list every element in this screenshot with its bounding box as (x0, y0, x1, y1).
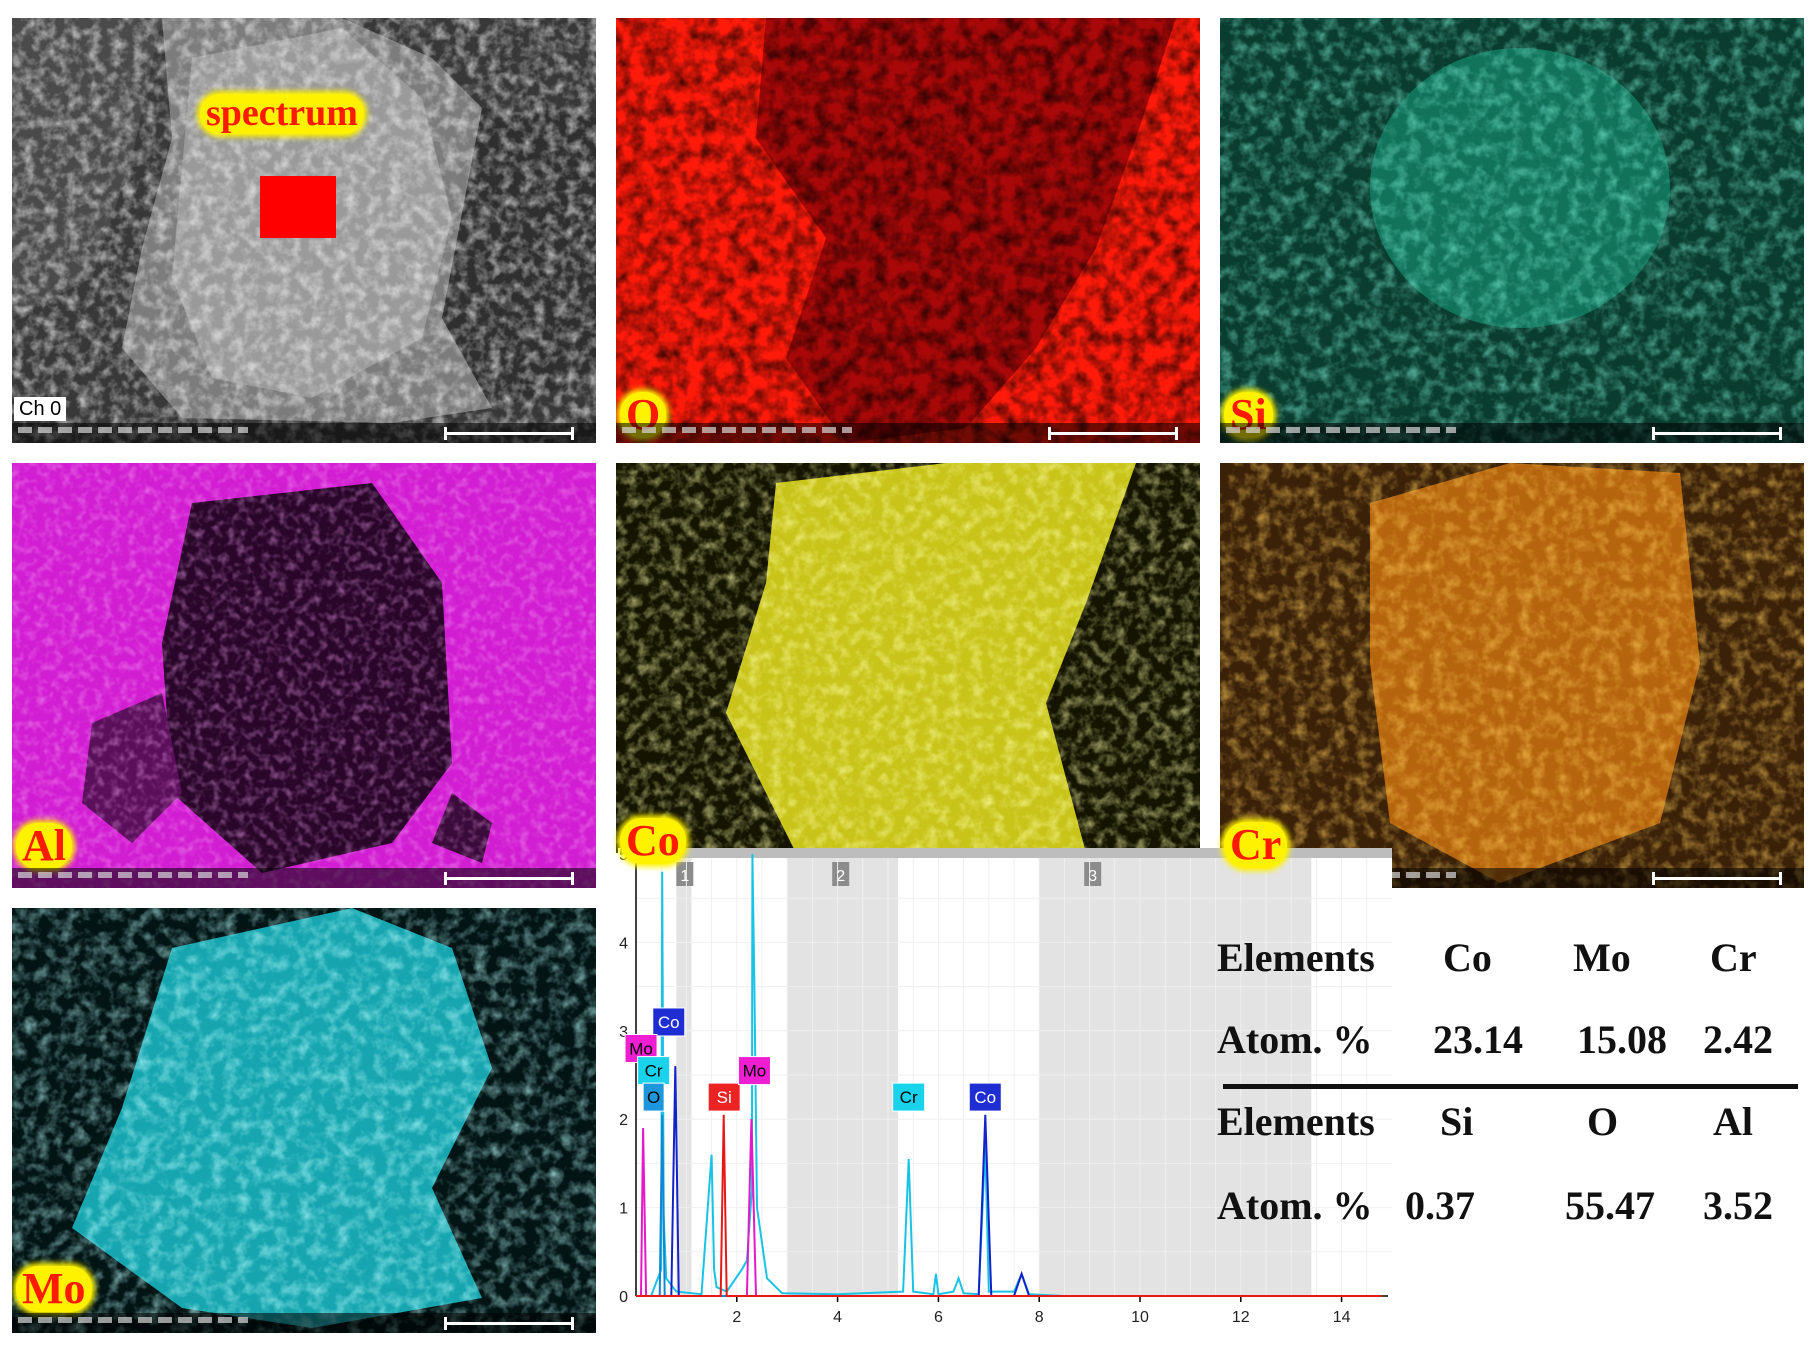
peak-label-box (737, 1056, 771, 1086)
table-cell: Cr (1710, 935, 1757, 980)
spectrum-header-strip (660, 848, 1392, 858)
y-tick-label: 0 (619, 1289, 628, 1306)
x-tick-label: 8 (1035, 1309, 1044, 1326)
peak-label-box (652, 1007, 686, 1037)
table-cell: Si (1440, 1099, 1474, 1144)
shaded-region (787, 858, 899, 1296)
composition-table: Elements Co Mo Cr Atom. % 23.14 15.08 2.… (1215, 920, 1800, 1250)
region-marker-label: 1 (680, 868, 689, 885)
channel-tag: Ch 0 (14, 397, 67, 421)
image-footer (12, 868, 596, 888)
oxygen-map (616, 18, 1200, 443)
image-footer (12, 423, 596, 443)
y-tick-label: 4 (619, 935, 628, 952)
x-tick-label: 14 (1333, 1309, 1351, 1326)
region-marker (1084, 862, 1102, 886)
table-header-label: Elements (1217, 1099, 1375, 1144)
y-tick-label: 5 (619, 848, 628, 864)
series-line-co (636, 1066, 1382, 1297)
peak-label-box (707, 1082, 741, 1112)
table-divider (1223, 1084, 1798, 1089)
aluminum-label: Al (16, 822, 72, 870)
table-header-label: Atom. % (1217, 1017, 1373, 1062)
aluminum-map-panel: Al (12, 463, 596, 888)
silicon-map-panel: Si (1220, 18, 1804, 443)
silicon-map (1220, 18, 1804, 443)
peak-label-box (642, 1082, 665, 1112)
scale-bar (1048, 427, 1178, 440)
table-header-label: Atom. % (1217, 1183, 1373, 1228)
footer-meta (1226, 427, 1456, 433)
x-tick-label: 12 (1232, 1309, 1250, 1326)
region-marker (676, 862, 694, 886)
table-cell: 2.42 (1703, 1017, 1773, 1062)
molybdenum-label: Mo (16, 1265, 92, 1313)
cobalt-map-panel (616, 463, 1200, 853)
table-cell: Mo (1573, 935, 1631, 980)
footer-meta (18, 427, 248, 433)
chromium-map-panel (1220, 463, 1804, 888)
footer-meta (18, 872, 248, 878)
peak-label: O (647, 1088, 660, 1107)
image-footer (1220, 423, 1804, 443)
scale-bar (444, 1317, 574, 1330)
oxygen-map-panel: O (616, 18, 1200, 443)
chromium-label: Cr (1224, 821, 1288, 869)
molybdenum-map (12, 908, 596, 1333)
scale-bar (444, 427, 574, 440)
peak-label: Si (717, 1088, 732, 1107)
table-cell: Al (1713, 1099, 1753, 1144)
cobalt-label: Co (620, 817, 686, 865)
table-cell: 3.52 (1703, 1183, 1773, 1228)
x-tick-label: 2 (732, 1309, 741, 1326)
series-line-si (636, 1114, 1382, 1297)
peak-label: Mo (743, 1062, 767, 1081)
y-tick-label: 1 (619, 1201, 628, 1218)
scale-bar (1652, 872, 1782, 885)
peak-label: Mo (629, 1039, 653, 1058)
peak-label: Cr (900, 1088, 918, 1107)
peak-label: Cr (645, 1062, 663, 1081)
region-marker-label: 3 (1088, 868, 1097, 885)
molybdenum-map-panel: Mo (12, 908, 596, 1333)
peak-label: Co (974, 1088, 996, 1107)
scale-bar (1652, 427, 1782, 440)
footer-meta (18, 1317, 248, 1323)
table-cell: 55.47 (1565, 1183, 1655, 1228)
table-cell: 0.37 (1405, 1183, 1475, 1228)
region-marker (832, 862, 850, 886)
table-header-label: Elements (1217, 935, 1375, 980)
shaded-region (676, 858, 692, 1296)
table-cell: O (1587, 1099, 1619, 1144)
x-tick-label: 10 (1131, 1309, 1149, 1326)
image-footer (616, 423, 1200, 443)
x-tick-label: 6 (934, 1309, 943, 1326)
footer-meta (622, 427, 852, 433)
image-footer (12, 1313, 596, 1333)
roi-label: spectrum (200, 93, 364, 134)
y-tick-label: 3 (619, 1024, 628, 1041)
table-cell: 15.08 (1577, 1017, 1667, 1062)
peak-label: Co (658, 1013, 680, 1032)
scale-bar (444, 872, 574, 885)
aluminum-map (12, 463, 596, 888)
y-tick-label: 2 (619, 1112, 628, 1129)
sem-image-panel: spectrum Ch 0 (12, 18, 596, 443)
cobalt-map (616, 463, 1200, 853)
table-cell: Co (1443, 935, 1492, 980)
x-tick-label: 4 (833, 1309, 842, 1326)
region-marker-label: 2 (836, 868, 845, 885)
peak-label-box (892, 1082, 926, 1112)
table-cell: 23.14 (1433, 1017, 1523, 1062)
chromium-map (1220, 463, 1804, 888)
roi-square (260, 176, 336, 238)
peak-label-box (968, 1082, 1002, 1112)
